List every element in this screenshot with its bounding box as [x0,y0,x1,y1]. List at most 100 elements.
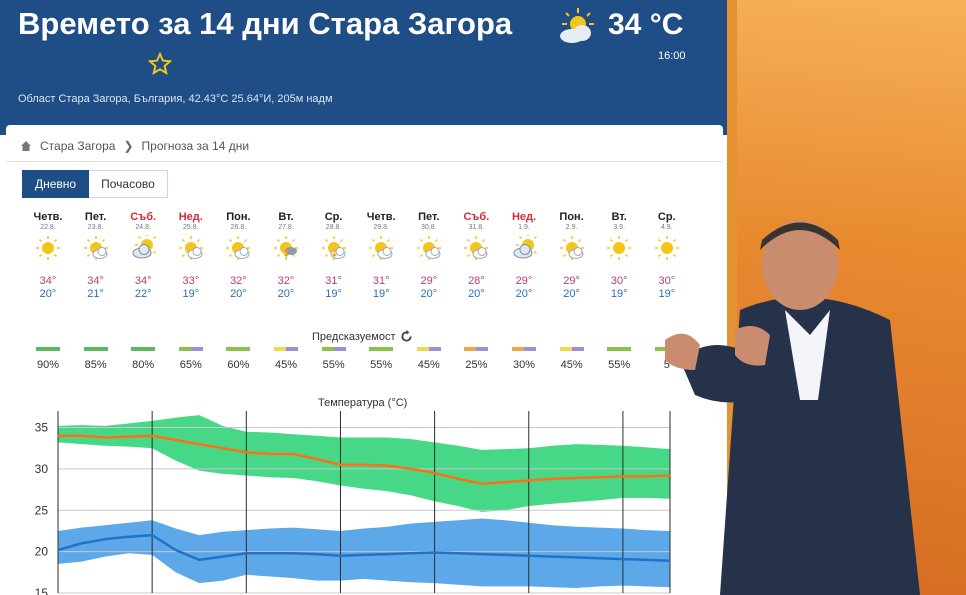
day-name: Пон. [559,211,584,223]
day-date: 23.8. [87,224,104,231]
predictability-label: Предсказуемост [312,330,396,343]
predictability-percent: 30% [512,359,536,371]
min-temp: 20° [468,288,485,300]
predictability-item: 55% [595,347,643,371]
sun-icon [36,236,60,260]
day-column[interactable]: Съб. 24.8. 34° 22° [119,211,167,300]
day-name: Съб. [463,211,490,223]
y-tick-label: 15 [35,586,49,595]
min-temp: 19° [182,288,200,300]
day-column[interactable]: Четв. 22.8. 34° 20° [24,211,72,300]
sun-storm-icon [274,236,298,260]
min-temp: 22° [134,288,152,300]
min-temp: 19° [610,288,628,300]
day-column[interactable]: Четв. 29.8. 31° 19° [357,211,405,300]
min-temp: 19° [372,288,390,300]
day-name: Нед. [178,211,203,223]
presenter-figure [665,220,920,595]
temperature-range-band [58,518,670,588]
location-line: Област Стара Загора, България, 42.43°С 2… [18,93,333,105]
predictability-percent: 80% [132,359,155,371]
min-temp: 21° [87,288,104,300]
current-temperature: 34 °C [608,8,684,41]
day-date: 31.8. [468,224,485,231]
max-temp: 31° [372,275,390,287]
sun-cloud-icon [226,236,251,260]
day-column[interactable]: Вт. 3.9. 30° 19° [595,211,643,300]
day-column[interactable]: Нед. 25.8. 33° 19° [167,211,215,300]
day-date: 24.8. [135,224,151,231]
temperature-series-line [58,434,671,486]
predictability-bar [416,347,441,351]
day-date: 29.8. [373,224,389,231]
predictability-bar [321,347,346,351]
sun-cloud-icon [178,236,203,260]
predictability-percent: 45% [417,359,440,371]
predictability-percent: 55% [370,359,393,371]
day-date: 30.8. [421,224,437,231]
page-title: Времето за 14 дни Стара Загора [18,6,513,41]
predictability-percent: 25% [465,359,488,371]
day-date: 26.8. [230,224,247,231]
predictability-item: 85% [72,347,120,371]
refresh-icon[interactable] [400,330,413,343]
day-date: 1.9. [518,224,530,231]
sun-cloud-icon [559,236,584,260]
day-column[interactable]: Ср. 28.8. 31° 19° [310,211,358,300]
max-temp: 30° [610,275,628,287]
day-name: Нед. [511,211,537,223]
predictability-percent: 45% [560,359,583,371]
day-date: 2.9. [565,224,578,231]
day-date: 28.8. [325,224,342,231]
day-name: Пет. [418,211,440,223]
day-date: 25.8. [183,224,199,231]
min-temp: 20° [277,288,295,300]
predictability-item: 30% [500,347,548,371]
day-column[interactable]: Пет. 30.8. 29° 20° [405,211,453,300]
max-temp: 31° [325,275,342,287]
day-name: Ср. [657,211,676,223]
predictability-item: 80% [119,347,167,371]
favorite-star-icon[interactable] [148,52,172,76]
min-temp: 20° [230,288,247,300]
day-column[interactable]: Пон. 26.8. 32° 20° [214,211,262,300]
day-column[interactable]: Съб. 31.8. 28° 20° [452,211,500,300]
day-column[interactable]: Вт. 27.8. 32° 20° [262,211,310,300]
predictability-bar [274,347,298,351]
day-name: Вт. [611,211,627,223]
predictability-percent: 45% [274,359,298,371]
predictability-item: 25% [452,347,500,371]
y-tick-label: 25 [35,503,49,517]
home-icon[interactable] [20,140,32,152]
day-column[interactable]: Пон. 2.9. 29° 20° [548,211,596,300]
day-column[interactable]: Пет. 23.8. 34° 21° [72,211,120,300]
day-column[interactable]: Нед. 1.9. 29° 20° [500,211,548,300]
predictability-item: 45% [405,347,453,371]
day-column[interactable]: Ср. 4.9. 30° 19° [643,211,691,300]
predictability-percent: 65% [179,359,202,371]
weather-header: Времето за 14 дни Стара Загора Област Ст… [0,0,727,135]
day-name: Съб. [130,211,157,223]
chevron-right-icon: ❯ [123,139,134,153]
day-date: 27.8. [278,224,294,231]
predictability-percent: 90% [36,359,60,371]
predictability-bar [559,347,584,351]
tab-daily[interactable]: Дневно [22,170,90,198]
current-time: 16:00 [658,50,686,62]
day-date: 3.9. [613,224,626,231]
y-tick-label: 35 [35,421,49,435]
predictability-bar [83,347,108,351]
y-tick-label: 20 [35,545,49,559]
breadcrumb-current: Прогноза за 14 дни [141,139,250,153]
predictability-percent: 55% [322,359,345,371]
day-name: Вт. [278,211,294,223]
sun-cloud-icon [83,236,108,260]
weather-screen: Времето за 14 дни Стара Загора Област Ст… [0,0,737,595]
temperature-series-line [57,533,671,562]
sun-cloud-icon [416,236,441,260]
forecast-card: Стара Загора ❯ Прогноза за 14 дни Дневно… [6,125,723,595]
predictability-bar [369,347,394,351]
tab-hourly[interactable]: Почасово [89,170,168,198]
breadcrumb-home[interactable]: Стара Загора [40,139,116,153]
predictability-item: 45% [262,347,310,371]
